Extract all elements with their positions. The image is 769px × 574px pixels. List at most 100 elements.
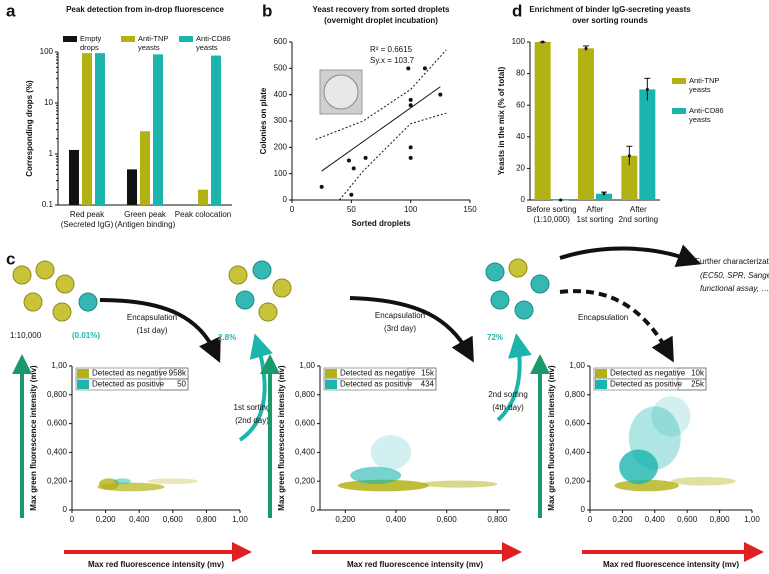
x-tick-label: Peak colocation — [175, 210, 231, 219]
mean-dot — [602, 192, 606, 196]
legend-swatch — [63, 36, 77, 42]
y-axis-label: Yeasts in the mix (% of total) — [497, 66, 506, 175]
chart-title: over sorting rounds — [572, 16, 648, 25]
legend-label-box: Anti-CD86 yeasts — [689, 106, 724, 124]
point — [349, 192, 354, 197]
step-label: Encapsulation — [375, 311, 425, 320]
bar — [140, 131, 150, 205]
x-tick-label: 0 — [588, 515, 593, 524]
x-tick-label: 0,800 — [196, 515, 217, 524]
legend-label-box: Anti-TNP yeasts — [689, 76, 720, 94]
x-tick-label: 0 — [290, 205, 295, 214]
density-cloud — [370, 435, 412, 470]
legend-count: 434 — [421, 380, 435, 389]
y-axis-label: Corresponding drops (%) — [25, 80, 34, 177]
y-tick-label: 0,200 — [295, 476, 316, 485]
step-label: Encapsulation — [578, 313, 628, 322]
step-label: (4th day) — [492, 403, 524, 412]
yeast-group-1 — [12, 260, 98, 322]
chart-title: (overnight droplet incubation) — [324, 16, 438, 25]
y-tick-label: 20 — [516, 164, 525, 173]
percent: 2.8% — [218, 333, 236, 342]
mean-dot — [584, 46, 588, 50]
x-tick-label: 0,200 — [612, 515, 633, 524]
point — [406, 66, 411, 71]
x-tick-label: 0,800 — [710, 515, 731, 524]
y-tick-label: 0 — [311, 505, 316, 514]
x-tick-label: Green peak — [124, 210, 167, 219]
x-tick-label: 0,600 — [163, 515, 184, 524]
y-tick-label: 0,600 — [565, 419, 586, 428]
x-axis-label: Max red fluorescence intensity (mv) — [603, 560, 739, 569]
y-tick-label: 500 — [274, 63, 288, 72]
x-tick-label: Before sorting — [527, 205, 577, 214]
density-cloud — [98, 478, 120, 490]
legend-label: Detected as negative — [92, 369, 168, 378]
x-tick-label: 0,600 — [437, 515, 458, 524]
density-cloud — [671, 476, 736, 486]
percent: 72% — [487, 333, 503, 342]
legend-label: Empty drops — [80, 34, 102, 52]
density-cloud — [651, 396, 691, 437]
legend-label: Detected as negative — [610, 369, 686, 378]
x-tick-label: 1st sorting — [577, 215, 614, 224]
y-tick-label: 0,800 — [565, 390, 586, 399]
step-label: 2nd sorting — [488, 390, 528, 399]
legend-swatch — [77, 380, 89, 389]
step-label: Encapsulation — [127, 313, 177, 322]
density-cloud — [628, 406, 681, 470]
x-tick-label: 0,200 — [335, 515, 356, 524]
point — [408, 97, 413, 102]
y-tick-label: 0,800 — [295, 390, 316, 399]
bar — [621, 155, 638, 200]
x-tick-label: 0,200 — [96, 515, 117, 524]
arrow — [559, 244, 702, 268]
droplet-image — [323, 74, 359, 110]
y-tick-label: 0.1 — [42, 200, 54, 209]
annotation: Sy.x = 103.7 — [370, 56, 415, 65]
chart-title: Enrichment of binder IgG-secreting yeast… — [529, 5, 691, 14]
y-tick-label: 1,00 — [569, 361, 585, 370]
x-tick-label: 50 — [347, 205, 356, 214]
legend-count: 15k — [421, 369, 435, 378]
bar — [82, 53, 92, 206]
x-tick-label: 100 — [404, 205, 418, 214]
y-axis-label: Max green fluorescence intensity (mv) — [547, 365, 556, 511]
x-tick-label: (Antigen binding) — [115, 220, 176, 229]
y-tick-label: 40 — [516, 132, 525, 141]
annotation: R² = 0.6615 — [370, 45, 413, 54]
ratio: 1:10,000 — [10, 331, 42, 340]
x-tick-label: (1:10,000) — [533, 215, 570, 224]
x-tick-label: 0,400 — [129, 515, 150, 524]
percent: (0.01%) — [72, 331, 100, 340]
y-tick-label: 600 — [274, 37, 288, 46]
x-tick-label: After — [587, 205, 604, 214]
step-label: 1st sorting — [234, 403, 271, 412]
x-tick-label: 1,00 — [232, 515, 248, 524]
point — [408, 155, 413, 160]
y-tick-label: 0 — [521, 195, 526, 204]
y-tick-label: 300 — [274, 116, 288, 125]
legend-label: Anti-TNP yeasts — [689, 76, 720, 94]
legend-swatch — [595, 369, 607, 378]
point — [408, 145, 413, 150]
legend-label-box: Anti-CD86 yeasts — [196, 34, 231, 52]
density-cloud — [337, 479, 429, 492]
arrow — [496, 333, 532, 422]
legend-swatch — [672, 78, 686, 84]
confidence-band — [315, 49, 447, 140]
point — [408, 103, 413, 108]
yeast-group-2 — [228, 260, 292, 322]
chart-title: Peak detection from in-drop fluorescence — [66, 5, 224, 14]
bar — [639, 89, 656, 200]
arrow — [238, 333, 273, 442]
point — [351, 166, 356, 171]
density-cloud — [350, 466, 402, 485]
panel-letter: c — [6, 249, 15, 268]
y-tick-label: 10 — [44, 98, 53, 107]
y-tick-label: 100 — [40, 47, 54, 56]
y-tick-label: 1 — [49, 149, 54, 158]
legend-label-box: Empty drops — [80, 34, 102, 52]
bar — [578, 48, 594, 200]
density-cloud — [114, 478, 131, 485]
